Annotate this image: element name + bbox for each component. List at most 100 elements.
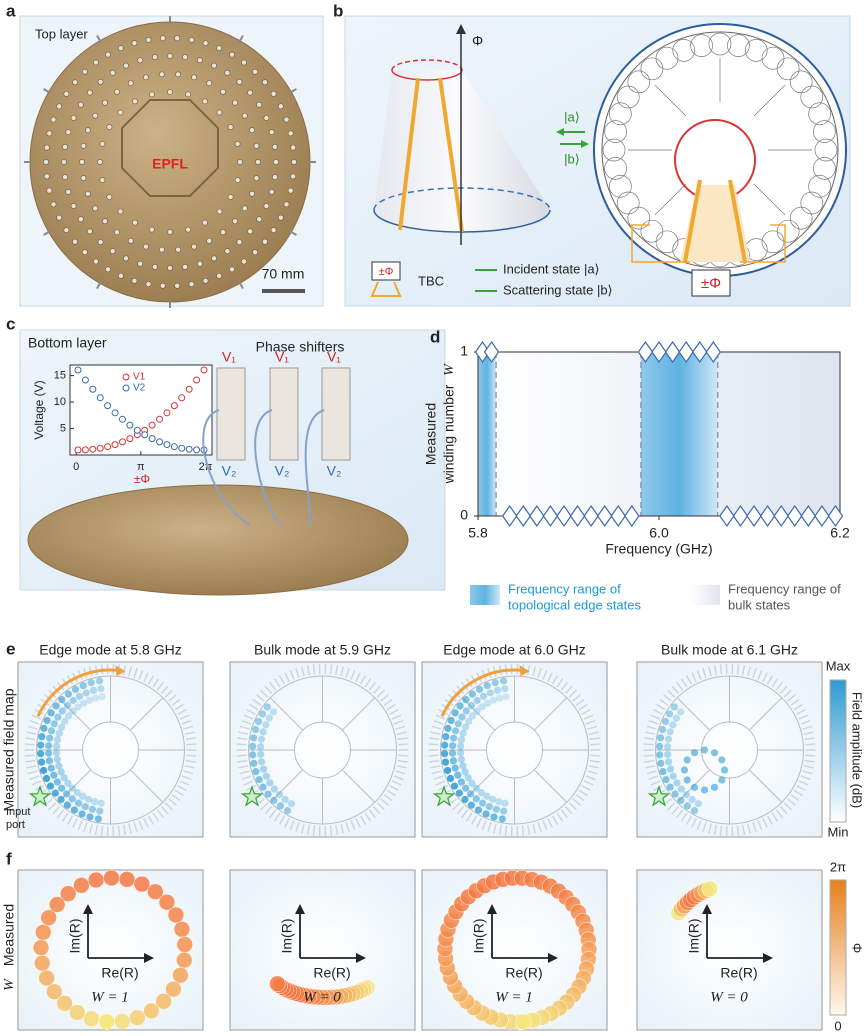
fringe bbox=[435, 780, 446, 786]
fringe bbox=[498, 824, 503, 835]
diamond bbox=[787, 504, 803, 528]
fringe bbox=[771, 678, 779, 688]
component bbox=[143, 74, 149, 81]
field-dot bbox=[455, 789, 463, 797]
cell bbox=[690, 34, 713, 57]
fringe bbox=[671, 685, 680, 695]
fringe bbox=[122, 665, 127, 676]
field-dot bbox=[270, 708, 278, 716]
component bbox=[62, 174, 68, 180]
phase-shifters: V₁ V₂ V₁ V₂ V₁ V₂ bbox=[202, 349, 351, 526]
field-dot bbox=[659, 768, 667, 776]
diamond bbox=[515, 504, 531, 528]
component bbox=[56, 214, 63, 221]
fringe bbox=[800, 775, 811, 781]
field-dot bbox=[69, 696, 77, 705]
field-dot bbox=[87, 679, 95, 687]
component bbox=[97, 78, 104, 85]
field-dot bbox=[482, 810, 490, 818]
diamond bbox=[827, 504, 844, 528]
inset-ylabel: Voltage (V) bbox=[32, 380, 46, 439]
field-dot bbox=[682, 790, 691, 799]
fringe bbox=[747, 666, 752, 677]
fringe bbox=[289, 820, 295, 831]
curve-dot bbox=[170, 443, 178, 451]
shifter-label: V₂ bbox=[222, 463, 237, 479]
fringe bbox=[646, 725, 657, 730]
component bbox=[229, 266, 235, 273]
component bbox=[70, 203, 77, 209]
component bbox=[63, 90, 70, 97]
fringe bbox=[179, 780, 190, 786]
fringe bbox=[183, 770, 194, 775]
component bbox=[270, 90, 277, 97]
component bbox=[237, 159, 243, 165]
fringe bbox=[713, 665, 718, 676]
fringe bbox=[391, 780, 402, 786]
fringe bbox=[547, 817, 553, 828]
field-dot bbox=[97, 685, 105, 693]
fringe bbox=[128, 666, 133, 677]
fringe bbox=[386, 789, 396, 797]
fringe bbox=[31, 714, 42, 720]
panel-title: Top layer bbox=[35, 26, 88, 41]
legend-text: Frequency range of bbox=[728, 581, 841, 596]
field-dot bbox=[440, 750, 449, 758]
field-dot bbox=[47, 764, 55, 772]
diamond bbox=[483, 340, 500, 364]
field-dot bbox=[457, 742, 465, 750]
component bbox=[182, 54, 188, 60]
curve-dot bbox=[81, 446, 89, 454]
field-dot bbox=[262, 772, 270, 780]
diamond bbox=[542, 504, 559, 528]
field-dot bbox=[700, 786, 709, 794]
fringe bbox=[295, 822, 300, 833]
field-dot bbox=[710, 783, 719, 791]
field-dot bbox=[51, 789, 59, 797]
fringe bbox=[396, 765, 407, 769]
field-dot bbox=[57, 795, 65, 804]
fringe bbox=[243, 780, 254, 786]
field-dot bbox=[70, 806, 79, 814]
component bbox=[105, 51, 111, 58]
component bbox=[117, 45, 124, 52]
fringe bbox=[372, 805, 381, 815]
field-dot bbox=[467, 701, 476, 710]
field-dot bbox=[68, 795, 76, 803]
tick-label: 0 bbox=[460, 507, 468, 523]
cell bbox=[776, 219, 800, 243]
lattice bbox=[461, 697, 496, 731]
field-dot bbox=[58, 696, 66, 704]
component bbox=[92, 205, 99, 212]
fringe bbox=[174, 703, 184, 711]
field-dot bbox=[270, 796, 278, 804]
field-dot bbox=[461, 795, 469, 804]
fringe bbox=[184, 765, 195, 769]
field-dot bbox=[81, 803, 89, 811]
field-dot bbox=[95, 677, 104, 685]
field-dot bbox=[54, 713, 62, 721]
fringe bbox=[393, 775, 404, 781]
field-dot bbox=[63, 801, 72, 809]
fringe bbox=[648, 719, 659, 725]
field-dot bbox=[495, 798, 503, 806]
fringe bbox=[590, 743, 601, 746]
field-dot bbox=[53, 778, 61, 786]
lattice bbox=[533, 697, 568, 731]
fringe bbox=[675, 681, 684, 691]
field-dot bbox=[454, 720, 462, 728]
field-dot bbox=[658, 725, 667, 734]
fringe bbox=[48, 802, 57, 811]
phase-dot bbox=[56, 995, 73, 1012]
phase-dot bbox=[83, 1010, 100, 1027]
fringe bbox=[537, 667, 542, 678]
fringe bbox=[805, 754, 816, 757]
lattice bbox=[341, 769, 376, 803]
fringe bbox=[783, 802, 792, 811]
component bbox=[152, 264, 158, 270]
field-dot bbox=[451, 727, 460, 735]
tick-label: 1 bbox=[460, 343, 468, 359]
cell bbox=[627, 70, 651, 94]
fringe bbox=[752, 667, 757, 678]
